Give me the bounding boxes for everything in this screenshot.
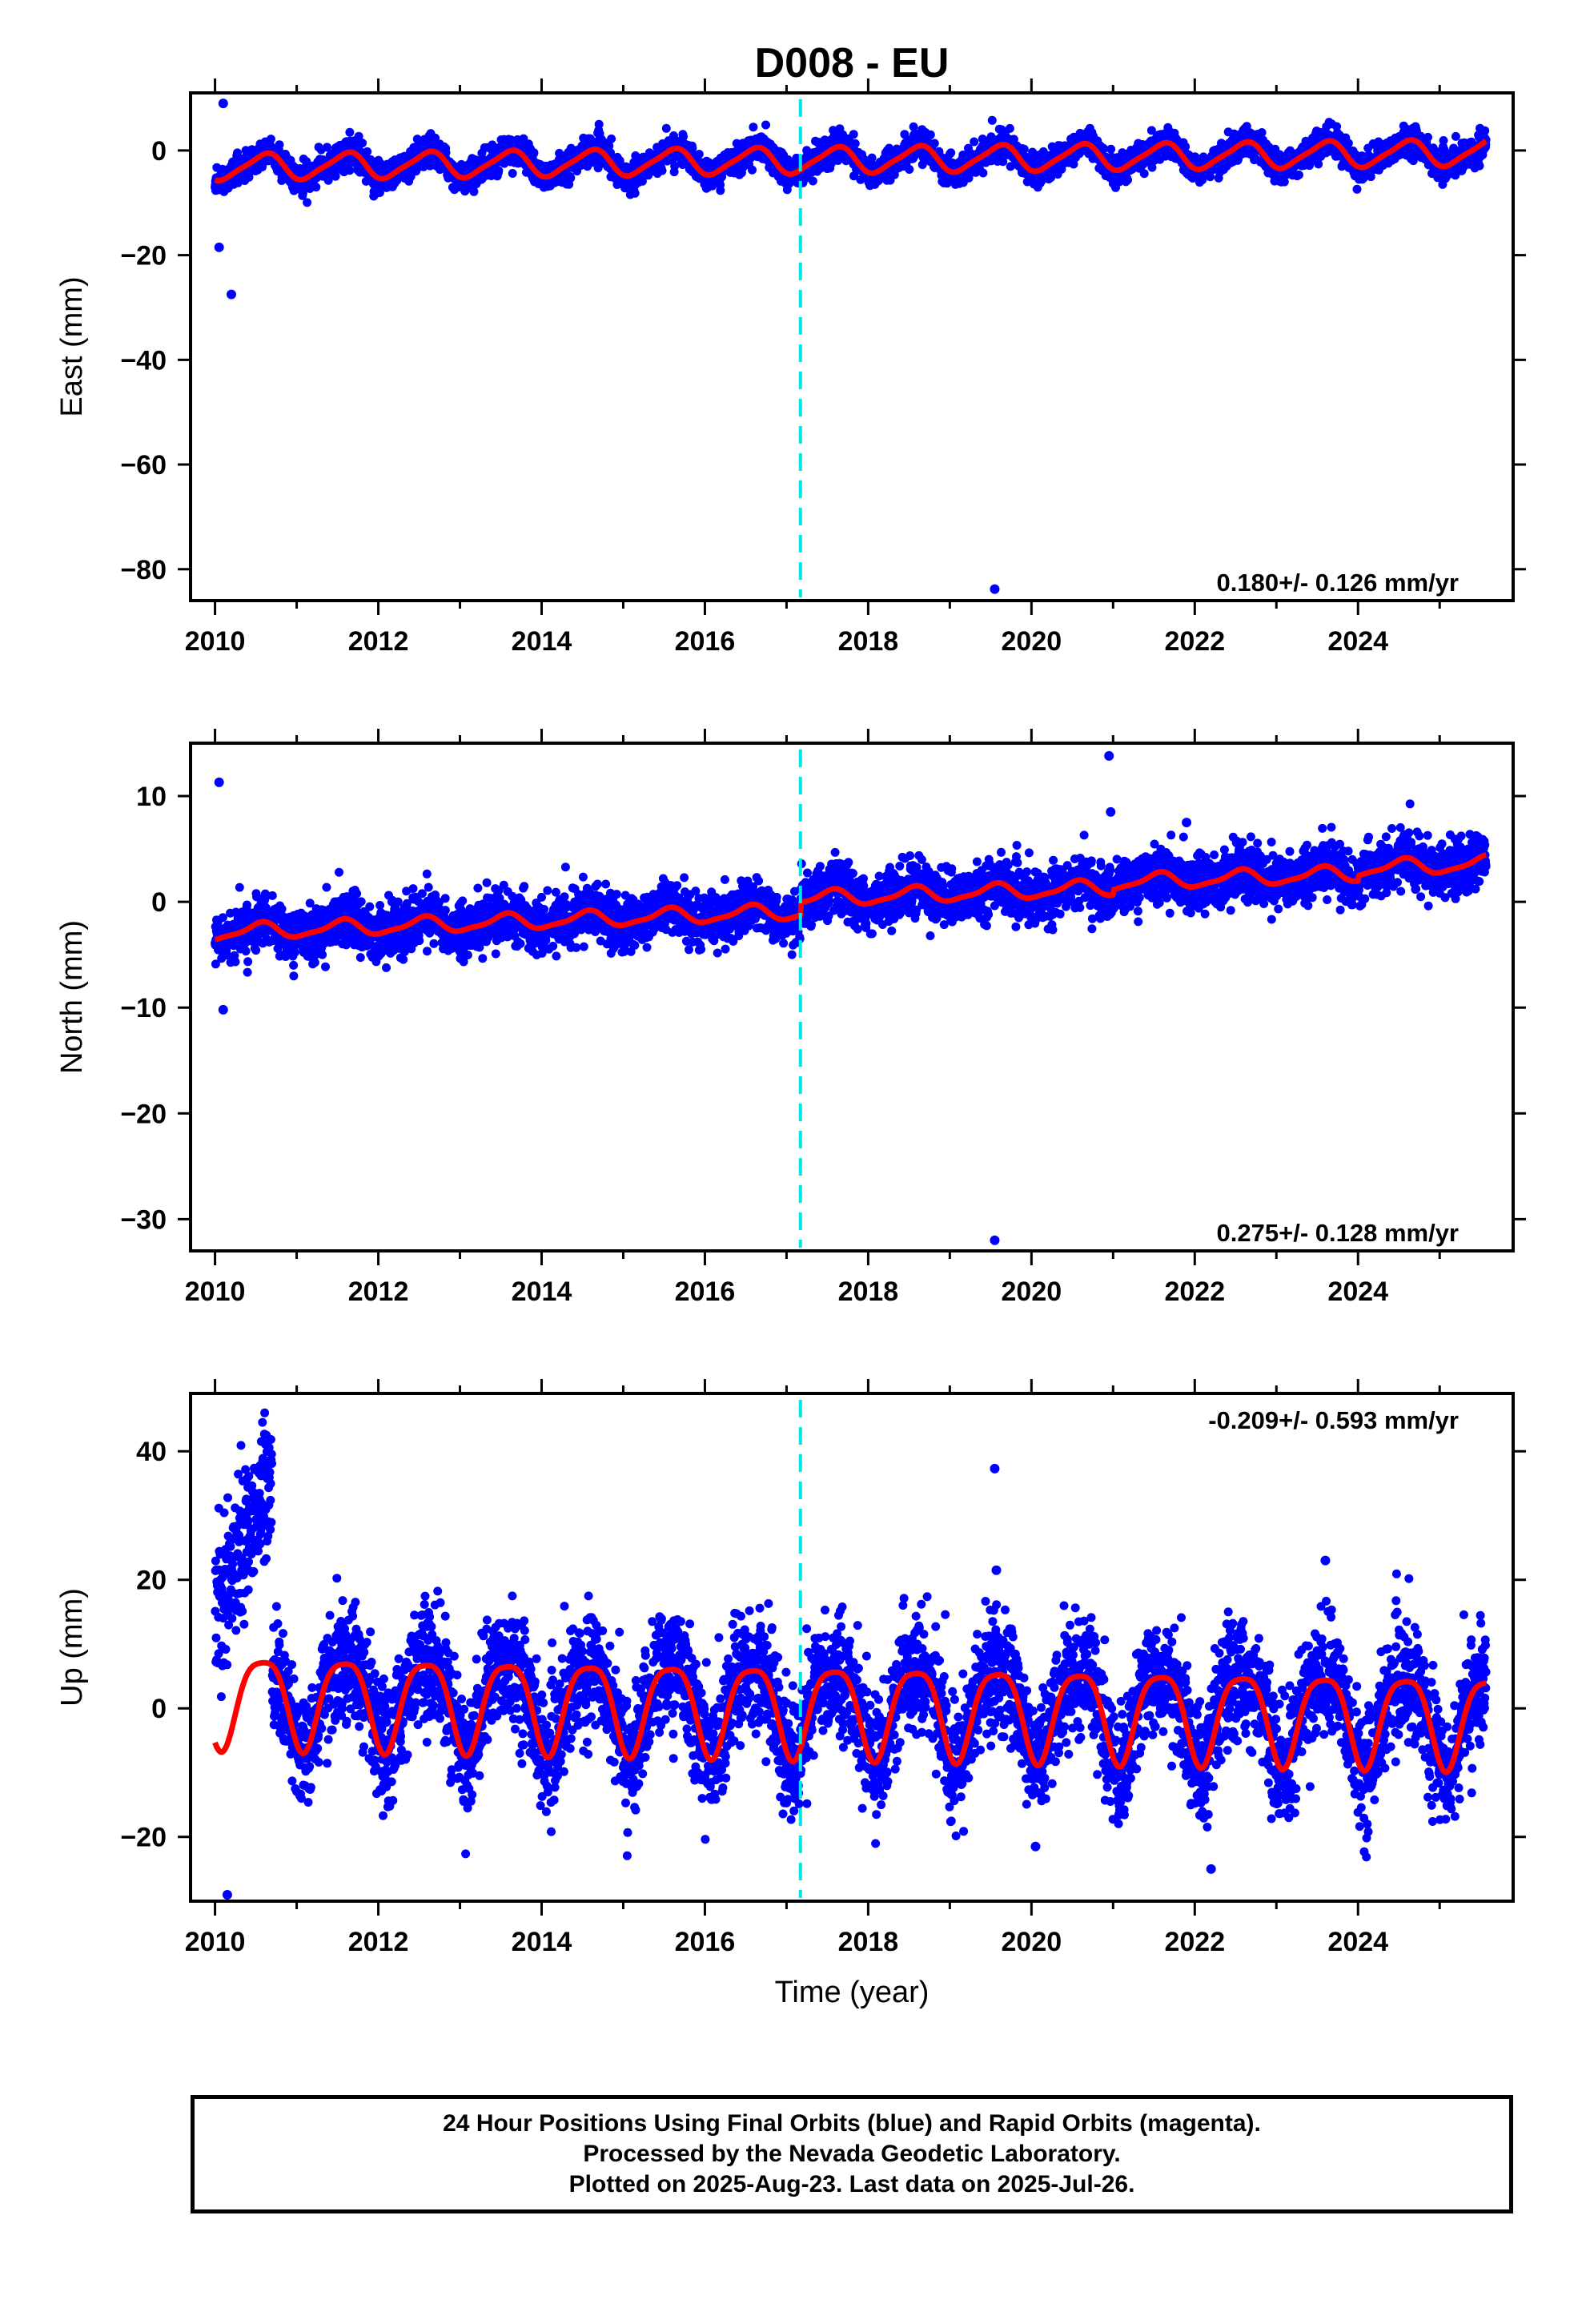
east-point [607, 134, 616, 143]
east-point [233, 148, 242, 158]
east-point [311, 183, 321, 192]
east-point [303, 198, 312, 207]
east-point [850, 139, 860, 148]
east-point [604, 141, 614, 151]
east-point [930, 139, 939, 148]
figure-title: D008 - EU [755, 40, 950, 86]
east-point [358, 139, 367, 148]
east-point [679, 132, 688, 142]
east-point [808, 176, 817, 186]
east-point [494, 166, 504, 175]
east-y-axis [178, 149, 1526, 571]
east-point [926, 130, 935, 139]
east-point [1352, 184, 1362, 194]
east-point [630, 188, 640, 198]
east-point [978, 168, 988, 178]
east-point [1139, 169, 1149, 179]
east-point [345, 127, 355, 137]
east-point [508, 169, 517, 178]
east-point [970, 137, 979, 147]
east-point [1423, 132, 1432, 142]
east-point [441, 148, 451, 157]
east-point [331, 171, 340, 181]
east-point [637, 176, 647, 186]
east-point [1005, 123, 1014, 133]
east-point [594, 119, 604, 129]
east-point [266, 135, 275, 144]
east-point [749, 123, 758, 132]
east-point [345, 166, 355, 175]
east-point [657, 166, 667, 175]
east-point [529, 148, 539, 158]
east-point [694, 150, 704, 159]
east-point [987, 115, 997, 125]
east-point [1451, 131, 1460, 141]
east-point [275, 140, 284, 150]
east-point [566, 173, 576, 183]
east-point [1439, 136, 1448, 145]
east-point [716, 186, 725, 195]
east-point [661, 123, 671, 133]
east-point [1294, 170, 1303, 179]
east-point [469, 187, 479, 196]
east-point [748, 165, 757, 175]
east-point [1257, 128, 1267, 137]
east-point [849, 130, 858, 139]
east-point [670, 162, 680, 171]
east-point [946, 148, 956, 158]
east-point [323, 143, 331, 152]
east-point [1019, 144, 1029, 154]
east-point [1123, 175, 1132, 185]
east-point [354, 131, 363, 141]
east-point [363, 147, 372, 156]
east-data-points [211, 99, 1491, 594]
east-point [761, 120, 770, 130]
east-point [1106, 144, 1116, 154]
east-point [905, 165, 914, 174]
east-point [1343, 139, 1353, 148]
